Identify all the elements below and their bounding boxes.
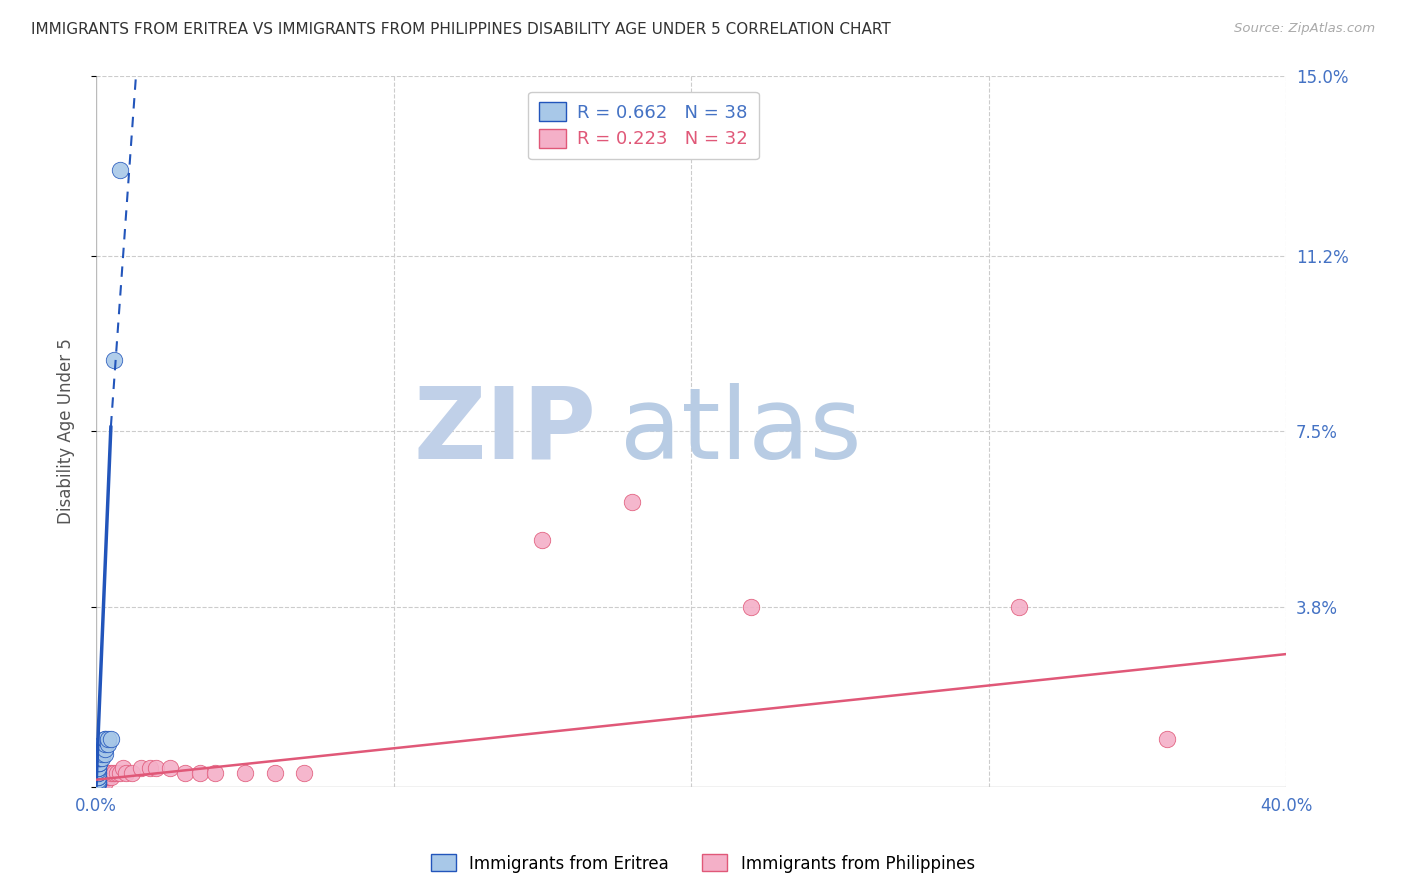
- Point: [94, 742, 117, 756]
- Point: [86, 776, 108, 790]
- Point: [91, 742, 114, 756]
- Point: [1007, 599, 1029, 614]
- Point: [97, 765, 120, 780]
- Point: [105, 765, 128, 780]
- Point: [111, 761, 134, 775]
- Point: [740, 599, 762, 614]
- Point: [89, 751, 111, 765]
- Point: [89, 747, 111, 761]
- Point: [86, 763, 108, 777]
- Point: [89, 751, 111, 765]
- Point: [94, 732, 117, 747]
- Point: [103, 765, 125, 780]
- Point: [91, 775, 114, 789]
- Legend: R = 0.662   N = 38, R = 0.223   N = 32: R = 0.662 N = 38, R = 0.223 N = 32: [529, 92, 759, 160]
- Point: [100, 765, 122, 780]
- Point: [174, 765, 197, 780]
- Point: [86, 770, 108, 784]
- Point: [108, 765, 131, 780]
- Point: [86, 772, 108, 787]
- Point: [114, 765, 136, 780]
- Point: [1156, 732, 1178, 747]
- Point: [87, 756, 110, 771]
- Point: [87, 775, 110, 789]
- Point: [87, 751, 110, 765]
- Point: [263, 765, 285, 780]
- Point: [87, 747, 110, 761]
- Point: [94, 732, 117, 747]
- Point: [86, 765, 108, 780]
- Point: [87, 770, 110, 784]
- Point: [100, 732, 122, 747]
- Point: [97, 737, 120, 751]
- Point: [89, 742, 111, 756]
- Text: atlas: atlas: [620, 383, 862, 480]
- Text: Source: ZipAtlas.com: Source: ZipAtlas.com: [1234, 22, 1375, 36]
- Point: [91, 770, 114, 784]
- Y-axis label: Disability Age Under 5: Disability Age Under 5: [58, 338, 75, 524]
- Text: IMMIGRANTS FROM ERITREA VS IMMIGRANTS FROM PHILIPPINES DISABILITY AGE UNDER 5 CO: IMMIGRANTS FROM ERITREA VS IMMIGRANTS FR…: [31, 22, 890, 37]
- Point: [138, 761, 160, 775]
- Text: ZIP: ZIP: [413, 383, 596, 480]
- Point: [188, 765, 211, 780]
- Point: [94, 775, 117, 789]
- Point: [204, 765, 226, 780]
- Point: [89, 747, 111, 761]
- Point: [86, 761, 108, 775]
- Point: [87, 756, 110, 771]
- Point: [292, 765, 315, 780]
- Point: [86, 770, 108, 784]
- Point: [87, 756, 110, 771]
- Point: [86, 775, 108, 789]
- Point: [86, 765, 108, 780]
- Point: [108, 163, 131, 178]
- Point: [86, 777, 108, 791]
- Point: [91, 751, 114, 765]
- Point: [91, 747, 114, 761]
- Point: [94, 770, 117, 784]
- Point: [121, 765, 143, 780]
- Point: [87, 756, 110, 771]
- Point: [129, 761, 152, 775]
- Point: [86, 775, 108, 789]
- Point: [87, 761, 110, 775]
- Point: [94, 737, 117, 751]
- Point: [100, 770, 122, 784]
- Point: [94, 747, 117, 761]
- Point: [97, 732, 120, 747]
- Point: [87, 751, 110, 765]
- Legend: Immigrants from Eritrea, Immigrants from Philippines: Immigrants from Eritrea, Immigrants from…: [425, 847, 981, 880]
- Point: [91, 737, 114, 751]
- Point: [103, 353, 125, 368]
- Point: [159, 761, 181, 775]
- Point: [620, 495, 643, 509]
- Point: [531, 533, 554, 548]
- Point: [97, 770, 120, 784]
- Point: [233, 765, 256, 780]
- Point: [86, 777, 108, 791]
- Point: [145, 761, 167, 775]
